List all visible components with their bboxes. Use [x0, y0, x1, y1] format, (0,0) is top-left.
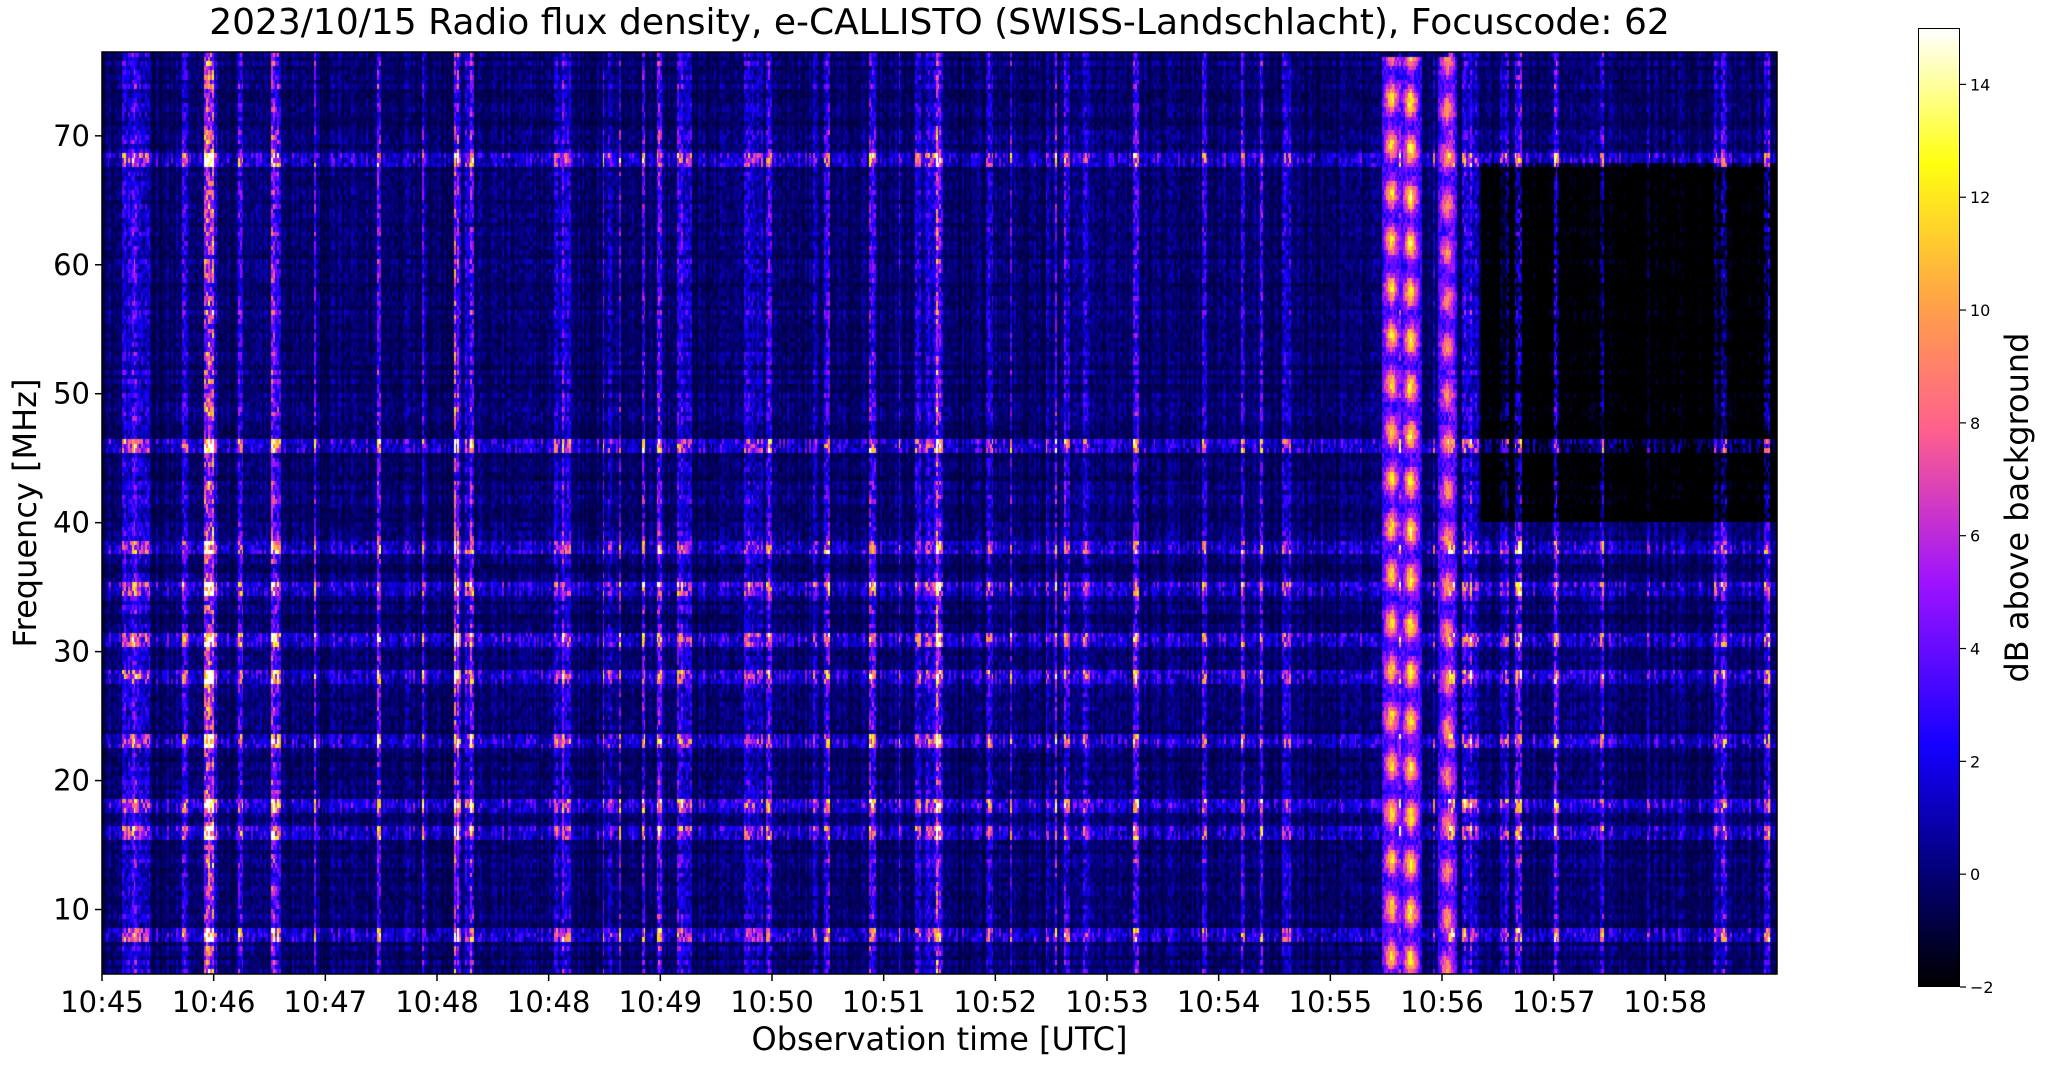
x-tick-label: 10:54 — [1177, 985, 1261, 1019]
x-tick-label: 10:57 — [1512, 985, 1596, 1019]
y-tick-label: 20 — [53, 764, 90, 798]
y-tick-label: 50 — [53, 377, 90, 411]
colorbar-tick-label: 14 — [1970, 75, 1990, 94]
x-tick-label: 10:58 — [1624, 985, 1708, 1019]
colorbar-tick-label: 10 — [1970, 301, 1990, 320]
colorbar-tick-label: 0 — [1970, 865, 1980, 884]
x-tick-label: 10:48 — [395, 985, 479, 1019]
x-tick-label: 10:52 — [954, 985, 1038, 1019]
x-tick-label: 10:51 — [842, 985, 926, 1019]
x-tick-label: 10:56 — [1400, 985, 1484, 1019]
x-tick-label: 10:48 — [507, 985, 591, 1019]
y-tick-label: 30 — [53, 635, 90, 669]
x-tick-label: 10:49 — [619, 985, 703, 1019]
x-tick-label: 10:45 — [60, 985, 144, 1019]
colorbar-tick-label: 8 — [1970, 414, 1980, 433]
y-tick-label: 10 — [53, 893, 90, 927]
colorbar-label: dB above background — [1998, 333, 2036, 683]
y-tick-label: 60 — [53, 248, 90, 282]
x-tick-label: 10:47 — [284, 985, 368, 1019]
colorbar-tick-label: 12 — [1970, 188, 1990, 207]
x-tick-label: 10:46 — [172, 985, 256, 1019]
colorbar-tick-label: 6 — [1970, 527, 1980, 546]
x-tick-label: 10:53 — [1065, 985, 1149, 1019]
x-tick-label: 10:55 — [1289, 985, 1373, 1019]
y-tick-label: 70 — [53, 119, 90, 153]
spectrogram-heatmap — [102, 52, 1777, 974]
colorbar-tick-label: −2 — [1970, 978, 1994, 997]
x-tick-label: 10:50 — [730, 985, 814, 1019]
colorbar-tick-label: 2 — [1970, 752, 1980, 771]
plot-frame — [101, 51, 1778, 975]
colorbar-tick-label: 4 — [1970, 640, 1980, 659]
y-tick-label: 40 — [53, 506, 90, 540]
colorbar — [1918, 28, 1960, 987]
chart-title: 2023/10/15 Radio flux density, e-CALLIST… — [209, 2, 1670, 43]
x-axis-label: Observation time [UTC] — [752, 1020, 1128, 1058]
y-axis-label: Frequency [MHz] — [6, 379, 44, 648]
